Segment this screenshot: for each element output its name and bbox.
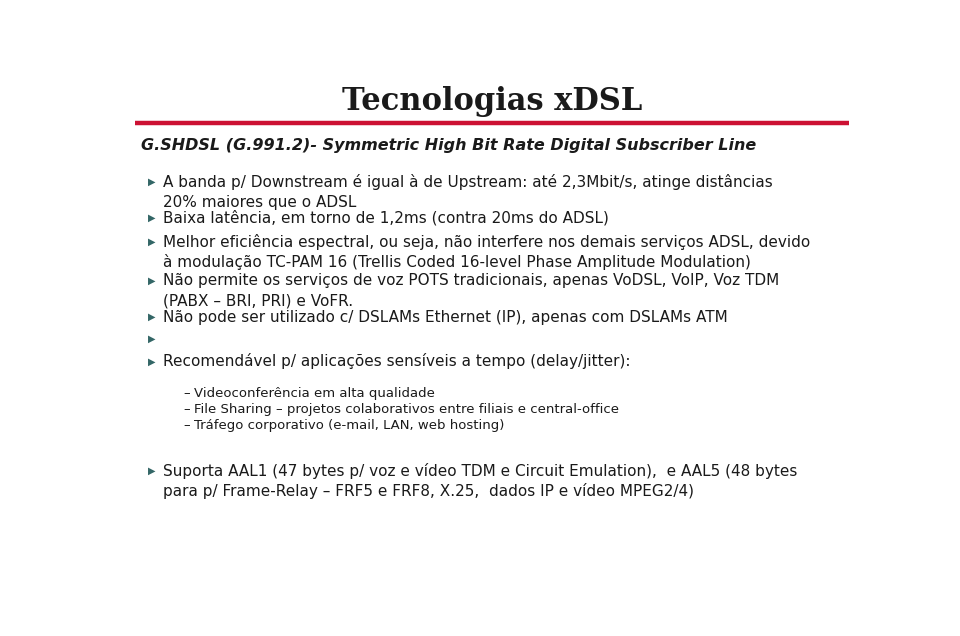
Text: (PABX – BRI, PRI) e VoFR.: (PABX – BRI, PRI) e VoFR. [163, 294, 353, 308]
Text: para p/ Frame-Relay – FRF5 e FRF8, X.25,  dados IP e vídeo MPEG2/4): para p/ Frame-Relay – FRF5 e FRF8, X.25,… [163, 483, 694, 499]
Text: Recomendável p/ aplicações sensíveis a tempo (delay/jitter):: Recomendável p/ aplicações sensíveis a t… [163, 354, 631, 370]
Text: G.SHDSL (G.991.2)- Symmetric High Bit Rate Digital Subscriber Line: G.SHDSL (G.991.2)- Symmetric High Bit Ra… [141, 139, 756, 153]
Text: ▶: ▶ [148, 312, 156, 322]
Text: A banda p/ Downstream é igual à de Upstream: até 2,3Mbit/s, atinge distâncias: A banda p/ Downstream é igual à de Upstr… [163, 174, 773, 190]
Text: –: – [183, 387, 190, 399]
Text: File Sharing – projetos colaborativos entre filiais e central-office: File Sharing – projetos colaborativos en… [194, 403, 619, 416]
Text: ▶: ▶ [148, 275, 156, 286]
Text: ▶: ▶ [148, 212, 156, 223]
Text: ▶: ▶ [148, 177, 156, 186]
Text: Não permite os serviços de voz POTS tradicionais, apenas VoDSL, VoIP, Voz TDM: Não permite os serviços de voz POTS trad… [163, 273, 780, 288]
Text: ▶: ▶ [148, 466, 156, 476]
Text: à modulação TC-PAM 16 (Trellis Coded 16-level Phase Amplitude Modulation): à modulação TC-PAM 16 (Trellis Coded 16-… [163, 254, 751, 270]
Text: ▶: ▶ [148, 237, 156, 247]
Text: Melhor eficiência espectral, ou seja, não interfere nos demais serviços ADSL, de: Melhor eficiência espectral, ou seja, nã… [163, 234, 810, 250]
Text: Tecnologias xDSL: Tecnologias xDSL [342, 86, 642, 117]
Text: ▶: ▶ [148, 334, 156, 344]
Text: –: – [183, 419, 190, 432]
Text: Baixa latência, em torno de 1,2ms (contra 20ms do ADSL): Baixa latência, em torno de 1,2ms (contr… [163, 210, 609, 225]
Text: 20% maiores que o ADSL: 20% maiores que o ADSL [163, 195, 356, 210]
Text: ▶: ▶ [148, 356, 156, 366]
Text: Videoconferência em alta qualidade: Videoconferência em alta qualidade [194, 387, 435, 399]
Text: Tráfego corporativo (e-mail, LAN, web hosting): Tráfego corporativo (e-mail, LAN, web ho… [194, 419, 505, 432]
Text: –: – [183, 403, 190, 416]
Text: Não pode ser utilizado c/ DSLAMs Ethernet (IP), apenas com DSLAMs ATM: Não pode ser utilizado c/ DSLAMs Etherne… [163, 310, 728, 325]
Text: Suporta AAL1 (47 bytes p/ voz e vídeo TDM e Circuit Emulation),  e AAL5 (48 byte: Suporta AAL1 (47 bytes p/ voz e vídeo TD… [163, 462, 798, 478]
